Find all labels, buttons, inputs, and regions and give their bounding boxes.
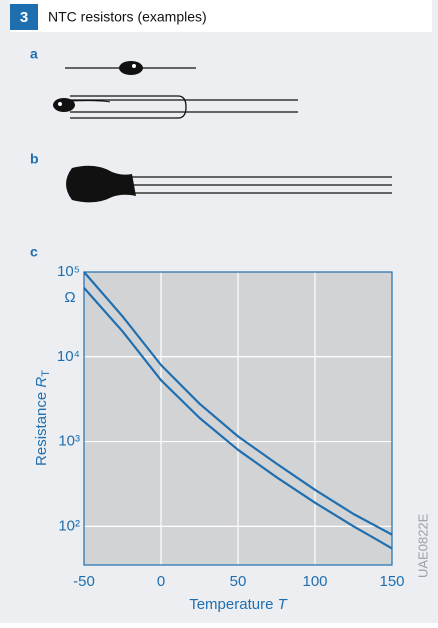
y-tick-label: 10⁵ xyxy=(57,263,80,280)
header-number: 3 xyxy=(20,9,28,26)
series-line xyxy=(83,287,393,550)
x-tick-label: 150 xyxy=(379,573,404,590)
y-unit: Ω xyxy=(64,289,75,306)
y-tick-label: 10³ xyxy=(58,433,80,450)
x-tick-label: 0 xyxy=(157,573,165,590)
x-tick-label: 50 xyxy=(230,573,247,590)
figure-code: UAE0822E xyxy=(415,513,430,578)
y-axis-label: Resistance RT xyxy=(33,370,52,466)
header-number-box xyxy=(10,4,38,30)
resistor-drawing-a xyxy=(53,61,298,119)
y-axis-label-text: Resistance xyxy=(33,392,50,466)
x-tick-label: 100 xyxy=(302,573,327,590)
y-tick-label: 10² xyxy=(58,517,80,534)
header-bar xyxy=(10,0,432,32)
x-axis-label: Temperature T xyxy=(189,596,288,613)
x-axis-label-text: Temperature xyxy=(189,596,273,613)
panel-label: a xyxy=(30,46,38,62)
panel-label: c xyxy=(30,244,38,260)
plot-frame xyxy=(83,271,393,566)
y-axis-label-subscript: T xyxy=(40,370,52,377)
y-axis-label-symbol: R xyxy=(33,377,50,388)
header-title: NTC resistors (examples) xyxy=(48,9,207,25)
y-tick-label: 10⁴ xyxy=(57,348,80,365)
series-line xyxy=(83,271,393,536)
x-tick-label: -50 xyxy=(73,573,95,590)
panel-label: b xyxy=(30,151,39,167)
resistor-drawing-b xyxy=(66,165,392,203)
x-axis-label-symbol: T xyxy=(278,596,289,613)
